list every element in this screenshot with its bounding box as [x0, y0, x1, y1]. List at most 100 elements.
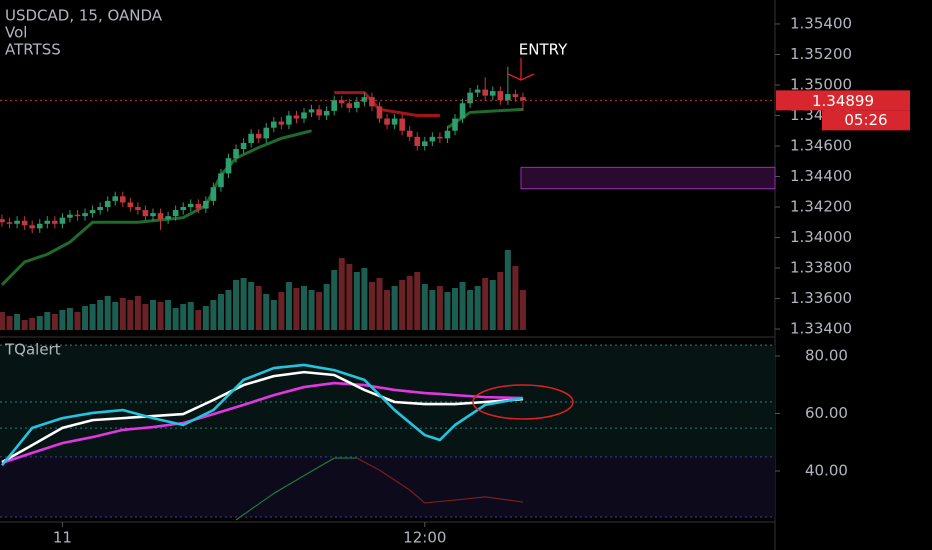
volume-bar	[82, 306, 89, 330]
volume-bar	[36, 316, 43, 330]
upper-band	[0, 345, 775, 457]
candle-body	[82, 213, 88, 217]
volume-bar	[150, 300, 156, 330]
candle-body	[142, 210, 149, 217]
candle-body	[489, 91, 496, 96]
volume-bar	[225, 290, 232, 330]
candle-body	[225, 158, 232, 174]
candle-body	[354, 101, 360, 108]
candle-body	[308, 109, 315, 113]
candle-body	[474, 89, 481, 93]
highlight-ellipse	[472, 384, 574, 420]
candle-body	[444, 130, 451, 139]
volume-bar	[452, 288, 458, 330]
price-pane	[0, 66, 776, 330]
volume-bar	[59, 310, 66, 330]
hist-line	[235, 457, 357, 521]
candle-body	[452, 118, 458, 131]
candle-body	[218, 173, 224, 188]
candle-body	[97, 207, 103, 211]
entry-annotation: ENTRY	[519, 41, 568, 59]
candle-body	[0, 219, 5, 223]
volume-bar	[293, 288, 300, 330]
volume-bar	[512, 266, 519, 330]
candle-body	[165, 216, 171, 220]
volume-bar	[233, 280, 240, 330]
candle-body	[505, 94, 511, 101]
volume-bar	[361, 268, 368, 330]
volume-bar	[127, 300, 134, 330]
volume-bar	[414, 272, 421, 330]
volume-bar	[29, 318, 36, 330]
volume-bar	[504, 250, 511, 330]
candle-body	[89, 210, 96, 214]
y-tick-label: 1.33400	[790, 320, 852, 338]
x-tick-label: 11	[53, 529, 72, 547]
y-tick-label: 1.34600	[790, 136, 852, 154]
y-tick-label: 1.35000	[790, 75, 852, 93]
volume-bar	[104, 296, 111, 330]
indicator-line	[1, 370, 524, 464]
candle-body	[316, 109, 322, 116]
candle-body	[52, 220, 58, 224]
candle-body	[67, 214, 73, 218]
volume-bar	[44, 312, 51, 330]
countdown-label: 05:26	[844, 111, 887, 129]
volume-bar	[444, 292, 451, 330]
volume-bar	[482, 278, 489, 330]
volume-bar	[240, 278, 247, 330]
volume-bar	[308, 290, 315, 330]
candle-body	[437, 136, 443, 139]
candle-body	[157, 213, 164, 220]
volume-bar	[497, 272, 504, 330]
entry-arrow	[507, 58, 535, 81]
candle-body	[255, 133, 262, 139]
candle-body	[293, 115, 300, 119]
candle-body	[6, 222, 13, 224]
volume-bar	[489, 280, 496, 330]
candle-body	[104, 200, 111, 208]
indicator-title: TQalert	[4, 341, 61, 359]
volume-bar	[217, 294, 224, 330]
volume-bar	[278, 292, 285, 330]
volume-bar	[248, 282, 255, 330]
candle-body	[323, 110, 330, 116]
candle-body	[195, 203, 202, 209]
volume-bar	[384, 290, 391, 330]
y-tick-label: 1.33600	[790, 289, 852, 307]
candle-body	[338, 100, 345, 104]
candle-body	[271, 121, 277, 128]
last-price-label: 1.34899	[812, 92, 874, 110]
candle-body	[14, 220, 20, 224]
y-tick-label: 60.00	[805, 404, 848, 422]
candle-body	[369, 97, 375, 107]
y-tick-label: 40.00	[805, 462, 848, 480]
candle-body	[497, 91, 504, 101]
candle-body	[391, 118, 398, 125]
volume-bar	[376, 278, 383, 330]
volume-bar	[0, 312, 5, 330]
candle-body	[21, 220, 28, 226]
volume-bar	[165, 300, 172, 330]
candle-body	[346, 103, 353, 108]
y-tick-label: 1.35400	[790, 14, 852, 32]
volume-bar	[346, 264, 353, 330]
volume-bar	[74, 312, 81, 330]
candle-body	[59, 217, 66, 224]
volume-bar	[399, 280, 406, 330]
volume-bar	[21, 320, 28, 330]
volume-bar	[14, 314, 21, 330]
candle-body	[248, 133, 254, 143]
candle-body	[429, 136, 436, 142]
volume-bar	[391, 286, 398, 330]
volume-bar	[66, 308, 73, 330]
countdown-box	[822, 110, 910, 131]
candle-body	[29, 225, 35, 229]
volume-bar	[285, 282, 292, 330]
last-price-box	[776, 90, 910, 111]
candle-body	[180, 207, 186, 211]
volume-bar	[368, 282, 375, 330]
candle-body	[467, 92, 473, 104]
volume-bar	[157, 302, 164, 330]
